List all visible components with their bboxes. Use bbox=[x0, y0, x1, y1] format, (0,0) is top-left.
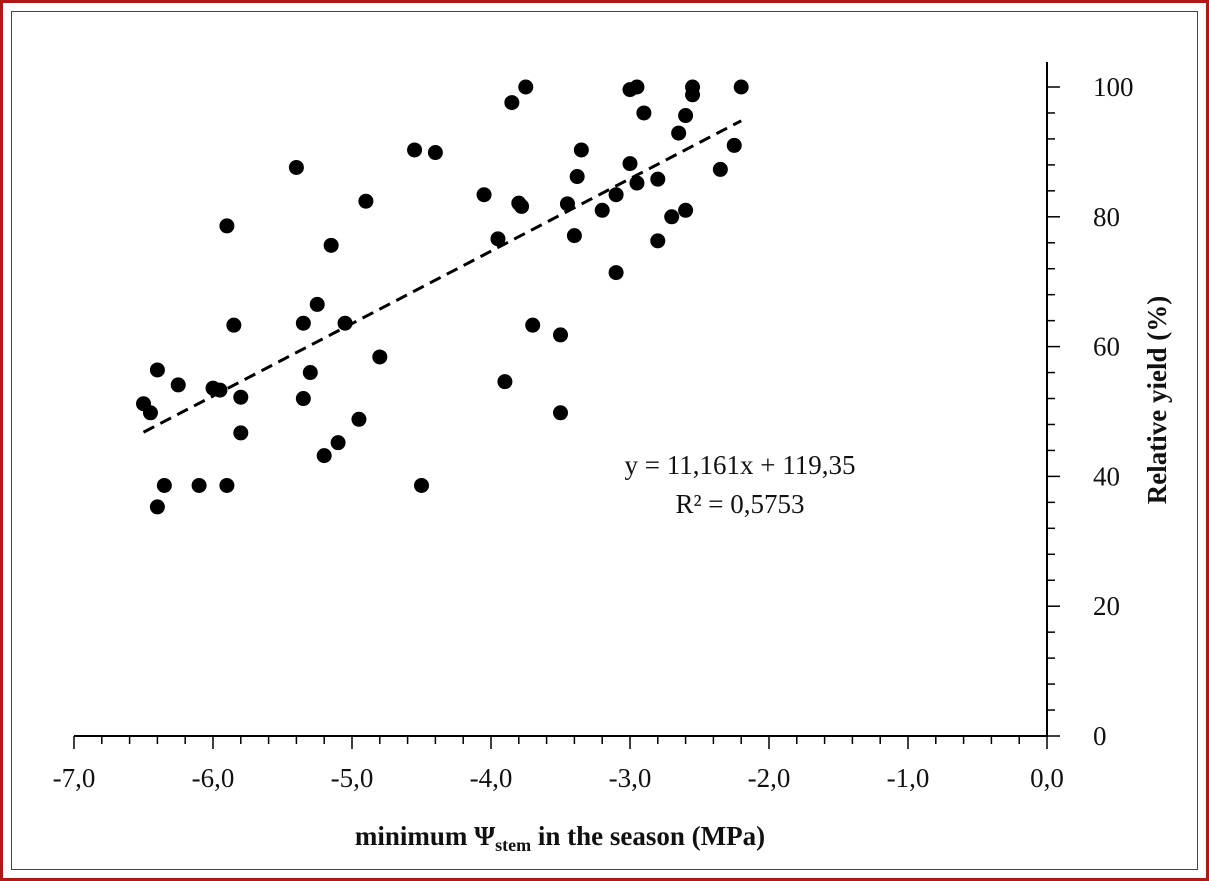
data-point bbox=[351, 411, 367, 427]
y-tick-label: 60 bbox=[1093, 332, 1120, 362]
r-squared-label: R² = 0,5753 bbox=[675, 489, 804, 519]
trendline bbox=[142, 119, 742, 434]
data-point bbox=[594, 202, 610, 218]
data-point bbox=[316, 448, 332, 464]
x-tick-label: -4,0 bbox=[470, 763, 513, 793]
x-tick-label: -1,0 bbox=[887, 763, 930, 793]
data-point bbox=[573, 142, 589, 158]
y-tick-label: 100 bbox=[1093, 72, 1134, 102]
data-point bbox=[553, 405, 568, 421]
data-point bbox=[518, 79, 534, 95]
data-point bbox=[219, 218, 235, 234]
data-point bbox=[295, 391, 311, 407]
data-point bbox=[309, 296, 325, 312]
data-point bbox=[636, 105, 652, 121]
data-point bbox=[685, 87, 701, 103]
data-point bbox=[525, 317, 541, 333]
data-point bbox=[622, 156, 638, 172]
data-point bbox=[142, 405, 158, 421]
y-axis-title: Relative yield (%) bbox=[1142, 296, 1172, 504]
y-tick-label: 40 bbox=[1093, 461, 1120, 491]
data-point bbox=[149, 499, 165, 515]
data-point bbox=[358, 193, 374, 209]
data-point bbox=[149, 362, 165, 378]
data-point bbox=[629, 79, 645, 95]
x-axis-title-main: minimum Ψ bbox=[355, 821, 495, 851]
data-point bbox=[170, 377, 186, 393]
data-point bbox=[514, 198, 530, 214]
data-point bbox=[650, 171, 666, 187]
data-point bbox=[337, 315, 353, 331]
data-point bbox=[212, 382, 228, 398]
x-tick-label: -2,0 bbox=[748, 763, 791, 793]
data-point bbox=[490, 231, 506, 247]
data-point bbox=[156, 477, 172, 493]
chart-frame-inner bbox=[11, 11, 1198, 870]
data-point bbox=[330, 435, 346, 451]
y-tick-label: 0 bbox=[1093, 721, 1107, 751]
data-point bbox=[226, 317, 242, 333]
data-point bbox=[553, 327, 568, 343]
data-point bbox=[733, 79, 749, 95]
data-point bbox=[372, 349, 388, 365]
data-point bbox=[726, 137, 742, 153]
x-tick-label: -6,0 bbox=[192, 763, 235, 793]
data-point bbox=[407, 142, 423, 158]
x-tick-label: -7,0 bbox=[53, 763, 96, 793]
data-point bbox=[671, 125, 687, 141]
data-point bbox=[219, 477, 235, 493]
data-point bbox=[288, 159, 304, 175]
data-points bbox=[136, 79, 749, 515]
data-point bbox=[476, 187, 492, 203]
minor-ticks bbox=[73, 86, 1060, 749]
data-point bbox=[629, 175, 645, 191]
data-point bbox=[559, 196, 575, 212]
data-point bbox=[650, 233, 666, 249]
data-point bbox=[608, 187, 624, 203]
data-point bbox=[295, 315, 311, 331]
data-point bbox=[566, 228, 582, 244]
data-point bbox=[569, 169, 585, 185]
data-point bbox=[302, 365, 318, 381]
equation-label: y = 11,161x + 119,35 bbox=[625, 450, 856, 480]
y-tick-labels: 0 20 40 60 80 100 bbox=[1093, 72, 1134, 751]
data-point bbox=[497, 374, 513, 390]
x-axis-title-subscript: stem bbox=[495, 835, 531, 855]
data-point bbox=[504, 95, 520, 111]
x-tick-label: -5,0 bbox=[331, 763, 374, 793]
x-tick-label: 0,0 bbox=[1030, 763, 1064, 793]
data-point bbox=[414, 477, 429, 493]
data-point bbox=[678, 108, 694, 124]
data-point bbox=[712, 161, 728, 177]
x-axis-title-tail: in the season (MPa) bbox=[531, 821, 765, 851]
data-point bbox=[427, 145, 443, 161]
data-point bbox=[191, 477, 207, 493]
data-point bbox=[678, 202, 694, 218]
data-point bbox=[233, 425, 249, 441]
data-point bbox=[664, 209, 680, 225]
y-tick-label: 20 bbox=[1093, 591, 1120, 621]
x-tick-label: -3,0 bbox=[609, 763, 652, 793]
data-point bbox=[608, 265, 624, 281]
data-point bbox=[233, 389, 249, 405]
x-tick-labels: -7,0 -6,0 -5,0 -4,0 -3,0 -2,0 -1,0 0,0 bbox=[53, 763, 1064, 793]
y-tick-label: 80 bbox=[1093, 202, 1120, 232]
data-point bbox=[323, 237, 339, 253]
x-axis-title: minimum Ψstem in the season (MPa) bbox=[355, 821, 765, 855]
